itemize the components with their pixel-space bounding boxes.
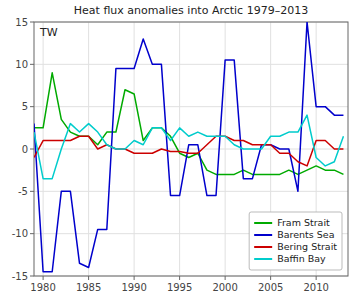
legend-swatch bbox=[254, 246, 272, 248]
tick-label: 1985 bbox=[76, 282, 101, 293]
grid-line bbox=[88, 22, 89, 276]
series-line bbox=[34, 73, 343, 175]
series-line bbox=[34, 136, 343, 166]
series-line bbox=[34, 115, 343, 179]
tick bbox=[179, 276, 180, 280]
series-line bbox=[34, 22, 343, 272]
tick bbox=[43, 276, 44, 280]
tick bbox=[30, 149, 34, 150]
tick-label: -5 bbox=[18, 186, 28, 197]
legend-swatch bbox=[254, 258, 272, 260]
grid-line bbox=[34, 64, 348, 65]
tick-label: 2010 bbox=[303, 282, 328, 293]
legend-entry: Barents Sea bbox=[277, 229, 334, 240]
axis-label: TW bbox=[39, 26, 58, 39]
tick-label: 1990 bbox=[121, 282, 146, 293]
tick-label: 10 bbox=[15, 59, 28, 70]
tick bbox=[30, 106, 34, 107]
legend-entry: Fram Strait bbox=[277, 217, 330, 228]
tick bbox=[30, 233, 34, 234]
legend-frame bbox=[249, 212, 342, 270]
tick bbox=[30, 64, 34, 65]
legend-swatch bbox=[254, 222, 272, 224]
plot-frame bbox=[34, 22, 348, 276]
grid-line bbox=[34, 191, 348, 192]
tick-label: -10 bbox=[12, 228, 28, 239]
tick-label: 2000 bbox=[212, 282, 237, 293]
tick-label: -15 bbox=[12, 271, 28, 282]
tick bbox=[30, 276, 34, 277]
tick bbox=[270, 276, 271, 280]
chart: Heat flux anomalies into Arctic 1979–201… bbox=[0, 0, 358, 298]
grid-line bbox=[34, 106, 348, 107]
legend-entry: Bering Strait bbox=[277, 241, 337, 252]
tick bbox=[316, 276, 317, 280]
tick-label: 5 bbox=[22, 101, 28, 112]
tick bbox=[30, 191, 34, 192]
tick bbox=[88, 276, 89, 280]
tick bbox=[134, 276, 135, 280]
series-group bbox=[34, 22, 343, 272]
tick-label: 1980 bbox=[30, 282, 55, 293]
grid-line bbox=[134, 22, 135, 276]
legend-swatch bbox=[254, 234, 272, 236]
tick-label: 0 bbox=[22, 144, 28, 155]
legend-entry: Baffin Bay bbox=[277, 253, 326, 264]
tick-label: 2005 bbox=[258, 282, 283, 293]
title: Heat flux anomalies into Arctic 1979–201… bbox=[74, 4, 308, 17]
grid-line bbox=[43, 22, 44, 276]
tick bbox=[225, 276, 226, 280]
tick-label: 1995 bbox=[167, 282, 192, 293]
grid bbox=[34, 22, 348, 276]
axes: -15 -10 -5 0 5 10 15 1980 1985 1990 1995 2000 2005 20… bbox=[12, 17, 348, 294]
tick-label: 15 bbox=[15, 17, 28, 28]
tick bbox=[30, 22, 34, 23]
grid-line bbox=[179, 22, 180, 276]
legend: Fram StraitBarents SeaBering StraitBaffi… bbox=[249, 212, 342, 270]
